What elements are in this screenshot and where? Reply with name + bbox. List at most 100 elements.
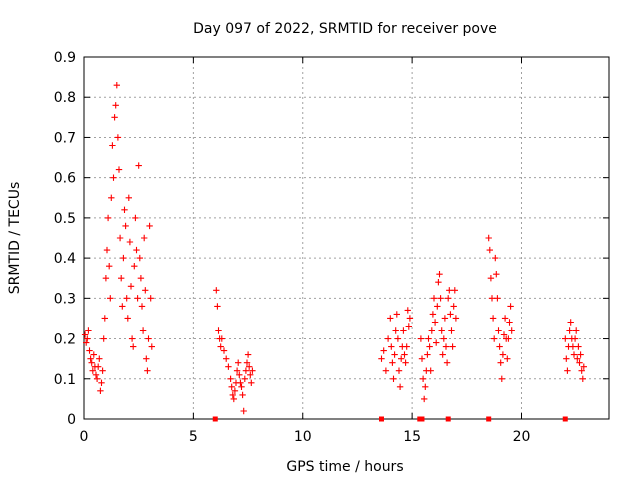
data-point	[501, 315, 509, 322]
data-point	[217, 343, 224, 350]
data-point	[441, 315, 449, 322]
data-point	[248, 379, 255, 386]
chart-title: Day 097 of 2022, SRMTID for receiver pov…	[193, 21, 497, 37]
data-point	[427, 367, 434, 374]
data-point	[231, 387, 239, 394]
data-point	[242, 367, 250, 374]
data-point	[116, 234, 124, 242]
data-point	[577, 351, 584, 358]
data-point	[422, 383, 429, 390]
data-point	[143, 355, 150, 362]
data-point	[141, 234, 148, 242]
data-point	[218, 335, 225, 342]
data-point	[228, 383, 235, 390]
data-point	[576, 359, 583, 366]
data-point	[388, 343, 395, 350]
data-point	[99, 367, 106, 374]
data-point	[130, 343, 137, 350]
data-point	[429, 311, 437, 318]
data-point	[564, 367, 571, 374]
data-point	[392, 327, 399, 334]
data-point	[135, 162, 142, 169]
data-point	[505, 335, 512, 342]
data-point	[387, 315, 394, 322]
data-point	[81, 331, 89, 338]
data-point	[103, 246, 111, 254]
data-point	[389, 359, 396, 366]
data-point	[431, 319, 439, 326]
data-point	[487, 275, 495, 282]
data-point	[491, 335, 498, 342]
data-point	[424, 351, 431, 358]
data-point	[101, 315, 108, 322]
data-point	[89, 367, 96, 374]
data-point	[493, 271, 500, 278]
data-point	[391, 351, 398, 358]
x-tick-label: 0	[80, 429, 89, 445]
data-point	[90, 351, 97, 358]
data-point	[507, 303, 514, 310]
data-point	[393, 311, 400, 318]
data-point	[123, 295, 130, 302]
data-point	[446, 287, 453, 294]
data-point	[145, 335, 152, 342]
data-point	[421, 395, 428, 403]
y-tick-label: 0	[67, 412, 76, 428]
x-tick-label: 15	[403, 429, 421, 445]
data-point	[128, 335, 136, 342]
data-point	[223, 355, 230, 362]
data-point	[425, 335, 432, 342]
ticks-layer: 0 0.1 0.2 0.3 0.4 0.5 0.6 0.7 0.8 0.9 0 5 10 15 20	[54, 50, 609, 445]
data-point	[435, 279, 442, 286]
data-point	[244, 351, 252, 358]
y-tick-label: 0.5	[54, 211, 76, 227]
points-layer	[81, 82, 587, 422]
data-point	[102, 275, 110, 282]
data-point	[104, 214, 112, 222]
y-tick-label: 0.1	[54, 372, 76, 388]
data-point	[378, 355, 385, 362]
data-point	[450, 303, 457, 310]
data-point	[506, 319, 513, 326]
gap-marker	[486, 416, 492, 422]
data-point	[227, 375, 234, 382]
x-tick-label: 20	[513, 429, 531, 445]
y-axis-label: SRMTID / TECUs	[7, 182, 23, 295]
data-point	[451, 287, 458, 294]
data-point	[121, 206, 128, 213]
data-point	[134, 295, 141, 302]
data-point	[246, 363, 253, 370]
data-point	[236, 371, 243, 378]
data-point	[110, 174, 117, 181]
data-point	[148, 343, 155, 350]
data-point	[119, 303, 126, 310]
data-point	[87, 355, 94, 362]
data-point	[494, 295, 501, 302]
data-point	[438, 327, 445, 334]
data-point	[426, 343, 433, 350]
data-point	[133, 246, 140, 254]
data-point	[575, 343, 582, 350]
data-point	[489, 315, 497, 322]
data-point	[220, 347, 228, 354]
data-point	[578, 367, 585, 374]
data-point	[401, 351, 408, 358]
data-point	[225, 363, 232, 370]
data-point	[562, 335, 569, 342]
data-point	[380, 347, 387, 354]
data-point	[122, 222, 129, 230]
data-point	[97, 387, 104, 394]
y-tick-label: 0.6	[54, 171, 76, 187]
data-point	[88, 359, 95, 366]
data-point	[120, 254, 127, 262]
data-point	[142, 287, 149, 294]
data-point	[436, 271, 443, 278]
data-point	[108, 194, 115, 201]
data-point	[400, 327, 407, 334]
data-point	[147, 295, 154, 302]
data-point	[495, 327, 502, 334]
data-point	[247, 371, 254, 378]
data-point	[579, 375, 586, 382]
data-point	[107, 295, 114, 302]
data-point	[235, 359, 242, 366]
